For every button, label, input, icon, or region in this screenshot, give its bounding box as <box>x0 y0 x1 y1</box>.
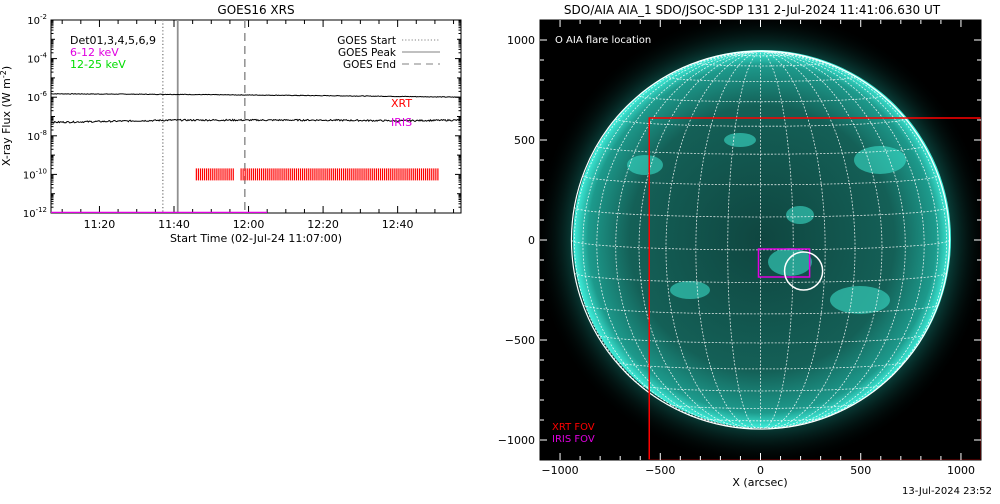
timestamp: 13-Jul-2024 23:52 <box>901 486 992 497</box>
grid-line <box>573 50 761 421</box>
map-y-tick-label: 500 <box>514 134 535 147</box>
y-tick-label: 10-4 <box>27 52 47 66</box>
flux-line <box>51 118 461 124</box>
y-tick-label: 10-8 <box>27 129 47 143</box>
flux-series <box>51 93 461 124</box>
lightcurve-x-axis-label: Start Time (02-Jul-24 11:07:00) <box>170 232 342 245</box>
map-axis-ticks: −1000 −500 0 500 1000 1000 500 0 −500 −1000 <box>498 20 981 477</box>
map-y-tick-label: 1000 <box>507 34 535 47</box>
grid-line <box>666 403 855 409</box>
iris-fov-box <box>757 248 811 278</box>
y-tick-label: 10-10 <box>23 167 47 181</box>
flare-location-circle <box>783 251 824 291</box>
svg-text:X-ray Flux (W m-2): X-ray Flux (W m-2) <box>0 66 13 166</box>
map-x-tick-label: 500 <box>850 464 871 477</box>
grid-line <box>638 50 761 430</box>
legend-goes-start: GOES Start <box>337 35 396 47</box>
grid-line <box>760 50 856 430</box>
legend-12-25-kev: 12-25 keV <box>70 58 126 71</box>
legend-goes-peak: GOES Peak <box>338 47 397 59</box>
detector-legend: Det01,3,4,5,6,9 6-12 keV 12-25 keV <box>70 34 156 71</box>
aia-map-panel: SDO/AIA AIA_1 SDO/JSOC-SDP 131 2-Jul-202… <box>498 3 982 489</box>
lightcurve-plot-frame <box>50 19 462 214</box>
map-x-tick-label: 1000 <box>947 464 975 477</box>
grid-line <box>596 50 761 429</box>
grid-line <box>615 50 761 429</box>
grid-line <box>760 50 906 429</box>
grid-line <box>582 304 939 315</box>
xrt-fov-box <box>648 117 981 460</box>
y-tick-label: 10-6 <box>27 90 47 104</box>
x-tick-label: 12:00 <box>233 218 265 231</box>
grid-line <box>639 384 882 392</box>
x-tick-label: 11:40 <box>158 218 190 231</box>
grid-line <box>574 272 947 283</box>
grid-line <box>665 50 761 430</box>
lightcurve-y-ticks: 10-2 10-4 10-6 10-8 10-10 10-12 <box>23 13 461 220</box>
grid-line <box>760 50 826 430</box>
lightcurve-x-ticks: 11:20 11:40 12:00 12:20 12:40 <box>61 20 455 231</box>
coverage-bars <box>51 168 439 213</box>
iris-fov-label: IRIS FOV <box>552 434 595 445</box>
grid-line <box>695 50 761 430</box>
active-region <box>670 281 710 299</box>
flare-location-legend: O AIA flare location <box>555 35 651 46</box>
sun-disk <box>573 50 951 428</box>
grid-line <box>727 50 761 430</box>
grid-line <box>760 50 948 421</box>
goes-event-lines <box>162 20 246 213</box>
active-region <box>786 206 814 224</box>
goes-legend: GOES Start GOES Peak GOES End <box>337 35 440 71</box>
map-x-tick-label: 0 <box>757 464 764 477</box>
active-region <box>854 146 906 174</box>
x-tick-label: 11:20 <box>84 218 116 231</box>
y-tick-label: 10-2 <box>27 13 47 27</box>
xrt-fov-label: XRT FOV <box>552 422 595 433</box>
grid-line <box>760 50 883 430</box>
x-tick-label: 12:40 <box>382 218 414 231</box>
lightcurve-title: GOES16 XRS <box>217 3 294 17</box>
grid-line <box>760 50 939 427</box>
xrt-marker-label: XRT <box>391 97 412 110</box>
solar-limb <box>570 50 951 430</box>
map-y-tick-label: 0 <box>528 234 535 247</box>
y-tick-label: 10-12 <box>23 206 47 220</box>
flux-line <box>51 93 461 98</box>
map-x-tick-label: −500 <box>645 464 675 477</box>
grid-line <box>760 50 925 429</box>
grid-line <box>760 50 794 430</box>
active-region <box>768 248 812 276</box>
lightcurve-y-axis-label: X-ray Flux (W m-2) <box>0 66 13 166</box>
heliographic-grid <box>570 50 951 430</box>
map-y-tick-label: −500 <box>505 334 535 347</box>
map-x-axis-label: X (arcsec) <box>732 476 787 489</box>
grid-line <box>582 50 761 427</box>
map-y-tick-label: −1000 <box>498 434 535 447</box>
active-region <box>830 286 890 314</box>
active-regions <box>627 133 906 314</box>
legend-detector: Det01,3,4,5,6,9 <box>70 34 156 47</box>
map-title: SDO/AIA AIA_1 SDO/JSOC-SDP 131 2-Jul-202… <box>564 3 941 17</box>
goes-xrs-panel: GOES16 XRS 10-2 10-4 10-6 10-8 10-10 10-12 11… <box>0 3 462 245</box>
map-x-tick-label: −1000 <box>541 464 578 477</box>
legend-6-12-kev: 6-12 keV <box>70 46 119 59</box>
grid-line <box>615 118 906 127</box>
active-region <box>627 155 663 175</box>
legend-goes-end: GOES End <box>343 59 396 71</box>
iris-marker-label: IRIS <box>391 116 412 129</box>
active-region <box>724 133 756 147</box>
x-tick-label: 12:20 <box>307 218 339 231</box>
